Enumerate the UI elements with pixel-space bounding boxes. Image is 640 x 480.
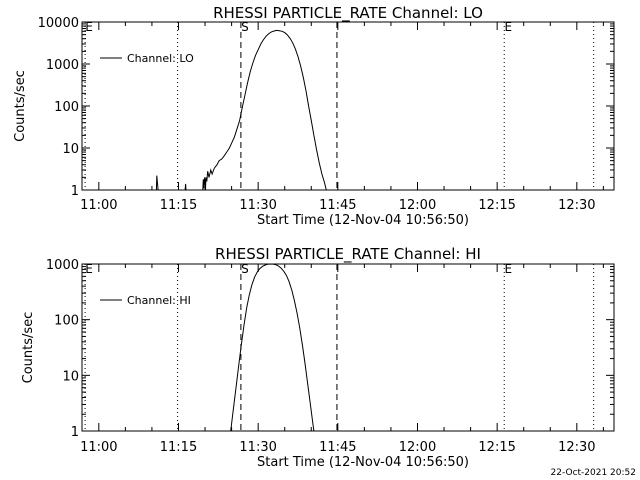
x-tick-label: 11:00 [80, 198, 117, 213]
y-tick-label: 10 [62, 142, 79, 157]
y-tick-label: 1 [71, 184, 79, 199]
legend-label: Channel: HI [127, 294, 191, 307]
y-axis-label: Counts/sec [21, 312, 36, 384]
generation-timestamp: 22-Oct-2021 20:52 [551, 468, 636, 478]
x-tick-label: 12:30 [558, 440, 595, 455]
chart-panel-1: RHESSI PARTICLE_RATE Channel: LO Start Ti… [13, 4, 615, 228]
chart-title: RHESSI PARTICLE_RATE Channel: HI [215, 245, 481, 264]
y-tick-label: 10000 [38, 16, 79, 31]
x-tick-label: 12:15 [478, 440, 515, 455]
y-tick-label: 100 [54, 314, 79, 329]
event-marker-label: E [85, 20, 93, 34]
y-tick-label: 10 [62, 369, 79, 384]
y-tick-label: 1000 [46, 258, 79, 273]
y-tick-label: 1000 [46, 58, 79, 73]
y-axis-label: Counts/sec [13, 70, 28, 142]
y-tick-label: 100 [54, 100, 79, 115]
x-axis-label: Start Time (12-Nov-04 10:56:50) [257, 213, 469, 228]
x-tick-label: 11:30 [239, 198, 276, 213]
x-tick-label: 12:00 [399, 440, 436, 455]
chart-panel-2: RHESSI PARTICLE_RATE Channel: HI Start Ti… [21, 245, 615, 470]
plot-frame [81, 263, 615, 432]
x-tick-label: 12:30 [558, 198, 595, 213]
series-line [230, 263, 315, 432]
y-tick-label: 1 [71, 425, 79, 440]
x-tick-label: 11:45 [319, 198, 356, 213]
event-marker-label: E [504, 20, 512, 34]
chart-title: RHESSI PARTICLE_RATE Channel: LO [213, 4, 483, 23]
plot-frame [81, 21, 615, 191]
event-marker-label: E [504, 262, 512, 276]
series-line [155, 29, 327, 191]
x-axis-label: Start Time (12-Nov-04 10:56:50) [257, 455, 469, 470]
event-marker-label: S [241, 262, 249, 276]
x-tick-label: 11:45 [319, 440, 356, 455]
legend-label: Channel: LO [127, 52, 194, 65]
x-tick-label: 11:15 [160, 440, 197, 455]
x-tick-label: 12:00 [399, 198, 436, 213]
event-marker-label: S [241, 20, 249, 34]
x-tick-label: 11:00 [80, 440, 117, 455]
event-marker-label: E [85, 262, 93, 276]
x-tick-label: 11:15 [160, 198, 197, 213]
x-tick-label: 12:15 [478, 198, 515, 213]
x-tick-label: 11:30 [239, 440, 276, 455]
